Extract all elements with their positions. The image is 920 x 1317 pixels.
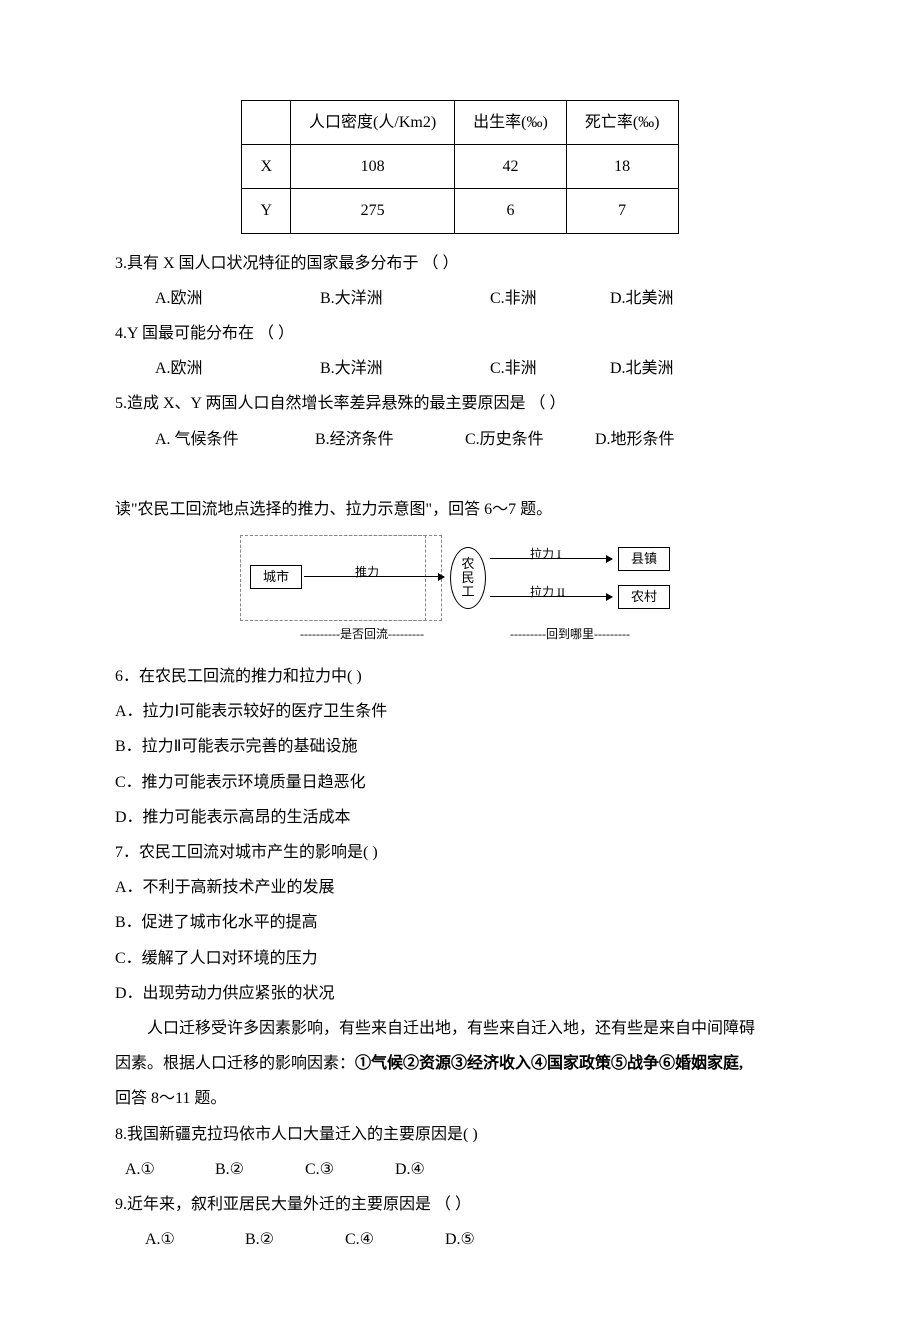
box-city: 城市 [250, 565, 302, 589]
cell-country: X [242, 145, 291, 189]
option: C．缓解了人口对环境的压力 [115, 941, 805, 976]
option: D.地形条件 [595, 422, 675, 457]
label-pull-1: 拉力 I [530, 541, 561, 567]
intro-8-11-factors: ①气候②资源③经济收入④国家政策⑤战争⑥婚姻家庭, [355, 1055, 743, 1072]
intro-8-11-line3: 回答 8～11 题。 [115, 1081, 805, 1116]
question-6: 6．在农民工回流的推力和拉力中( ) [115, 659, 805, 694]
question-9: 9.近年来，叙利亚居民大量外迁的主要原因是 （ ） [115, 1187, 805, 1222]
exam-page: 人口密度(人/Km2) 出生率(‰) 死亡率(‰) X 108 42 18 Y … [0, 0, 920, 1317]
intro-8-11-line2: 因素。根据人口迁移的影响因素：①气候②资源③经济收入④国家政策⑤战争⑥婚姻家庭, [115, 1046, 805, 1081]
push-pull-diagram: 城市 农 民 工 县镇 农村 推力 拉力 I 拉力 II ----------是… [240, 535, 680, 645]
oval-char: 民 [461, 571, 474, 585]
option: C.③ [305, 1152, 395, 1187]
caption-right-text: 回到哪里 [546, 627, 594, 641]
th-death: 死亡率(‰) [566, 101, 678, 145]
box-village: 农村 [618, 585, 670, 609]
question-3-options: A.欧洲 B.大洋洲 C.非洲 D.北美洲 [155, 281, 805, 316]
caption-left: ----------是否回流--------- [300, 621, 424, 647]
option: A.欧洲 [155, 281, 320, 316]
th-density: 人口密度(人/Km2) [291, 101, 455, 145]
cell-death: 18 [566, 145, 678, 189]
option: A．不利于高新技术产业的发展 [115, 870, 805, 905]
cell-country: Y [242, 189, 291, 233]
option: A.① [145, 1222, 245, 1257]
option: A.欧洲 [155, 351, 320, 386]
label-pull-2: 拉力 II [530, 579, 565, 605]
table-row: X 108 42 18 [242, 145, 678, 189]
oval-char: 工 [461, 585, 474, 599]
option: A.① [125, 1152, 215, 1187]
intro-6-7: 读"农民工回流地点选择的推力、拉力示意图"，回答 6～7 题。 [115, 492, 805, 527]
caption-right: ---------回到哪里--------- [510, 621, 630, 647]
question-8-options: A.① B.② C.③ D.④ [125, 1152, 805, 1187]
intro-8-11-line1: 人口迁移受许多因素影响，有些来自迁出地，有些来自迁入地，还有些是来自中间障碍 [115, 1011, 805, 1046]
option: C.历史条件 [465, 422, 595, 457]
option: A. 气候条件 [155, 422, 315, 457]
th-birth: 出生率(‰) [455, 101, 567, 145]
oval-migrant: 农 民 工 [450, 547, 486, 609]
cell-birth: 6 [455, 189, 567, 233]
cell-death: 7 [566, 189, 678, 233]
cell-birth: 42 [455, 145, 567, 189]
th-blank [242, 101, 291, 145]
oval-char: 农 [461, 557, 474, 571]
option: B.经济条件 [315, 422, 465, 457]
option: C.非洲 [490, 351, 610, 386]
question-5-options: A. 气候条件 B.经济条件 C.历史条件 D.地形条件 [155, 422, 805, 457]
option: B.大洋洲 [320, 281, 490, 316]
question-8: 8.我国新疆克拉玛依市人口大量迁入的主要原因是( ) [115, 1117, 805, 1152]
question-4: 4.Y 国最可能分布在 （ ） [115, 316, 805, 351]
option: B．拉力Ⅱ可能表示完善的基础设施 [115, 729, 805, 764]
cell-density: 275 [291, 189, 455, 233]
option: C.非洲 [490, 281, 610, 316]
option: D.⑤ [445, 1222, 545, 1257]
table-row: Y 275 6 7 [242, 189, 678, 233]
option: D.北美洲 [610, 281, 674, 316]
option: B.大洋洲 [320, 351, 490, 386]
option: D.北美洲 [610, 351, 674, 386]
question-7: 7．农民工回流对城市产生的影响是( ) [115, 835, 805, 870]
option: A．拉力Ⅰ可能表示较好的医疗卫生条件 [115, 694, 805, 729]
caption-left-text: 是否回流 [340, 627, 388, 641]
option: C.④ [345, 1222, 445, 1257]
option: B.② [215, 1152, 305, 1187]
cell-density: 108 [291, 145, 455, 189]
option: C．推力可能表示环境质量日趋恶化 [115, 765, 805, 800]
intro-8-11-prefix: 因素。根据人口迁移的影响因素： [115, 1055, 355, 1072]
question-9-options: A.① B.② C.④ D.⑤ [145, 1222, 805, 1257]
option: B.② [245, 1222, 345, 1257]
option: D．推力可能表示高昂的生活成本 [115, 800, 805, 835]
label-push: 推力 [355, 559, 379, 585]
table-header-row: 人口密度(人/Km2) 出生率(‰) 死亡率(‰) [242, 101, 678, 145]
population-table: 人口密度(人/Km2) 出生率(‰) 死亡率(‰) X 108 42 18 Y … [241, 100, 678, 234]
option: B．促进了城市化水平的提高 [115, 905, 805, 940]
question-5: 5.造成 X、Y 两国人口自然增长率差异悬殊的最主要原因是 （ ） [115, 386, 805, 421]
question-3: 3.具有 X 国人口状况特征的国家最多分布于 （ ） [115, 246, 805, 281]
box-town: 县镇 [618, 547, 670, 571]
question-4-options: A.欧洲 B.大洋洲 C.非洲 D.北美洲 [155, 351, 805, 386]
option: D．出现劳动力供应紧张的状况 [115, 976, 805, 1011]
option: D.④ [395, 1152, 485, 1187]
